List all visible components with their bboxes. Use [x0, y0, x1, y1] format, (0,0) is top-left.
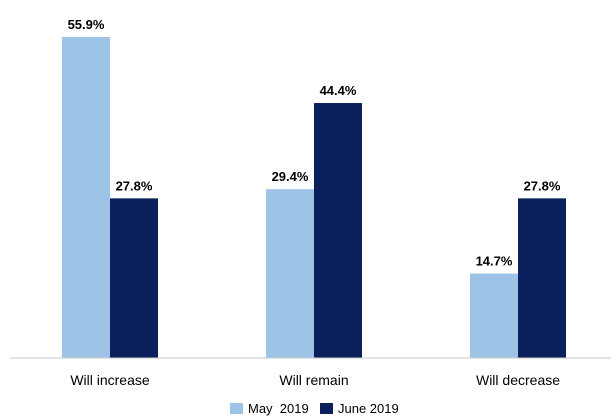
bar-may-2019-0: [62, 37, 110, 358]
value-labels-group: 55.9% 27.8% 29.4% 44.4% 14.7% 27.8%: [68, 17, 561, 269]
legend-swatch: [230, 403, 243, 414]
legend-swatch: [320, 403, 333, 414]
legend-label: May 2019: [248, 401, 309, 416]
legend-label: June 2019: [338, 401, 399, 416]
data-label: 55.9%: [68, 17, 105, 32]
bar-june-2019-0: [110, 198, 158, 358]
x-tick-label: Will increase: [70, 372, 150, 388]
bars-group: [62, 37, 566, 358]
legend: May 2019 June 2019: [230, 401, 399, 416]
bar-june-2019-1: [314, 103, 362, 358]
bar-may-2019-2: [470, 273, 518, 358]
bar-june-2019-2: [518, 198, 566, 358]
data-label: 27.8%: [116, 178, 153, 193]
category-labels-group: Will increase Will remain Will decrease: [70, 372, 560, 388]
data-label: 29.4%: [272, 169, 309, 184]
x-tick-label: Will remain: [279, 372, 348, 388]
x-tick-label: Will decrease: [476, 372, 560, 388]
data-label: 44.4%: [320, 83, 357, 98]
data-label: 14.7%: [476, 254, 513, 269]
bar-may-2019-1: [266, 189, 314, 358]
data-label: 27.8%: [524, 178, 561, 193]
